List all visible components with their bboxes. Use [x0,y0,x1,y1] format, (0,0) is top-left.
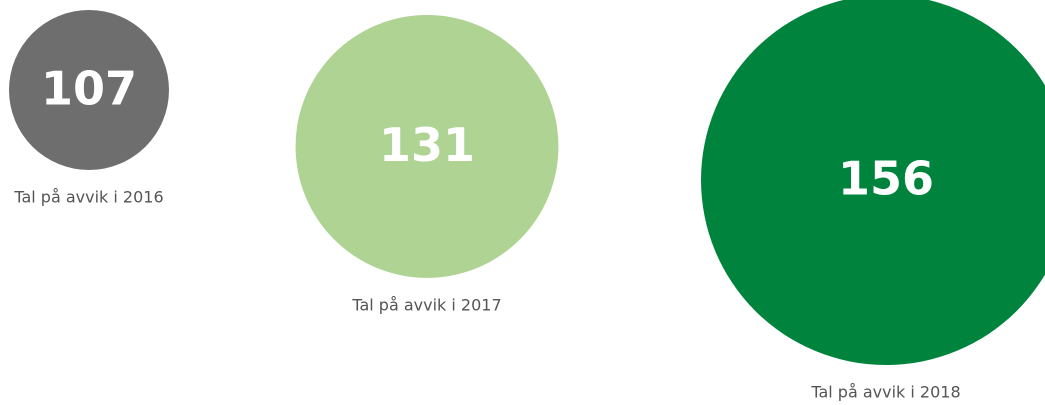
bubble [701,0,1045,365]
category-label: Tal på avvik i 2016 [13,188,163,207]
value-label: 131 [379,118,475,172]
bubble [9,10,169,170]
category-label: Tal på avvik i 2018 [810,383,960,402]
bubble [295,15,559,278]
value-label: 156 [838,152,934,206]
value-label: 107 [41,62,137,116]
category-label: Tal på avvik i 2017 [351,295,501,314]
